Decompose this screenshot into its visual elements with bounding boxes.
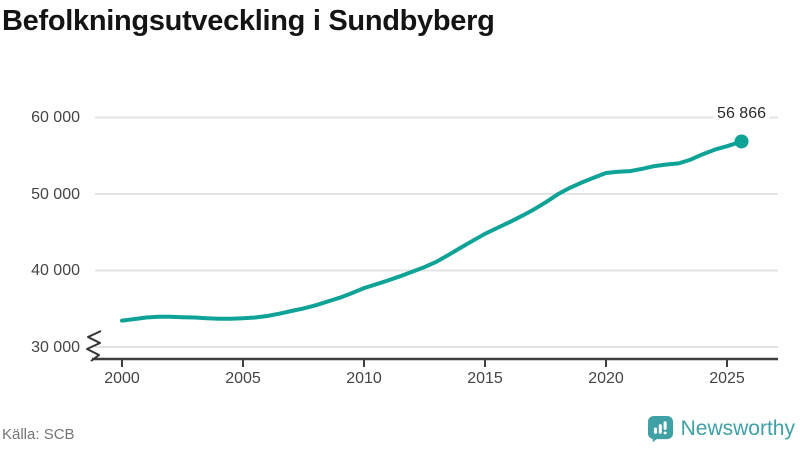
y-tick-label: 30 000 xyxy=(31,338,80,356)
brand-name: Newsworthy xyxy=(680,417,795,440)
x-tick-label: 2025 xyxy=(709,370,745,387)
end-point-marker xyxy=(734,134,749,149)
y-tick-label: 60 000 xyxy=(31,109,80,126)
axis-break-icon xyxy=(86,330,102,362)
last-value-label: 56 866 xyxy=(713,105,770,123)
y-tick-label: 50 000 xyxy=(31,185,80,203)
bar-chart-speech-bubble-icon xyxy=(647,415,673,443)
x-tick-label: 2010 xyxy=(346,370,382,387)
newsworthy-logo[interactable]: Newsworthy xyxy=(647,415,795,443)
source-note: Källa: SCB xyxy=(2,426,75,443)
x-tick-label: 2015 xyxy=(467,370,503,387)
y-tick-label: 40 000 xyxy=(31,262,80,279)
x-tick-label: 2000 xyxy=(104,370,140,387)
population-line xyxy=(120,139,744,323)
x-tick-label: 2020 xyxy=(588,370,624,387)
chart-title: Befolkningsutveckling i Sundbyberg xyxy=(2,5,495,37)
x-tick-label: 2005 xyxy=(225,370,261,387)
